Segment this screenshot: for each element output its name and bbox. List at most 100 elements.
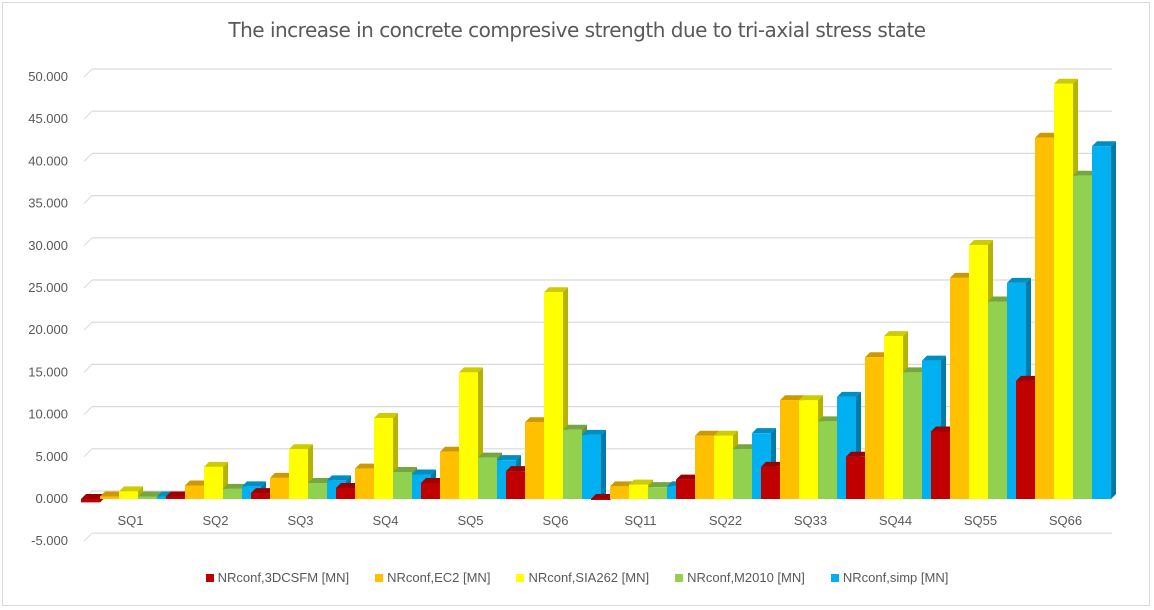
bar-top xyxy=(374,412,398,418)
legend-swatch xyxy=(516,573,525,582)
bar xyxy=(289,449,308,499)
gridline-depth xyxy=(83,321,93,331)
bar xyxy=(931,431,950,499)
bar-top xyxy=(988,296,1012,302)
gridline-depth xyxy=(83,153,93,162)
bar xyxy=(204,466,223,499)
bar xyxy=(119,491,138,499)
bar xyxy=(695,435,714,499)
chart-title: The increase in concrete compresive stre… xyxy=(228,18,926,42)
gridline-depth xyxy=(83,195,93,204)
bar-top xyxy=(393,466,417,472)
bar xyxy=(582,434,601,499)
bar-top xyxy=(308,477,332,483)
y-tick-label: 25.000 xyxy=(28,280,68,295)
bar-top xyxy=(733,444,757,450)
legend: NRconf,3DCSFM [MN] NRconf,EC2 [MN] NRconf,… xyxy=(0,570,1154,585)
x-tick-label: SQ33 xyxy=(794,513,827,528)
bar-top xyxy=(846,451,870,457)
bar xyxy=(1073,175,1092,500)
bar xyxy=(336,488,355,499)
x-tick-label: SQ6 xyxy=(542,513,568,528)
bar-top xyxy=(412,469,436,475)
bar-top xyxy=(903,367,927,373)
bar xyxy=(308,482,327,499)
bar xyxy=(714,435,733,499)
bar xyxy=(780,400,799,499)
x-tick-label: SQ55 xyxy=(964,513,997,528)
x-tick-label: SQ2 xyxy=(202,513,228,528)
bar-top xyxy=(629,479,653,485)
bars xyxy=(81,78,1116,503)
y-tick-label: 35.000 xyxy=(28,196,68,211)
bar xyxy=(166,496,185,499)
bar-top xyxy=(1092,141,1116,147)
bar xyxy=(648,487,667,499)
legend-item: NRconf,3DCSFM [MN] xyxy=(205,570,349,585)
legend-swatch xyxy=(675,573,684,582)
legend-item: NRconf,M2010 [MN] xyxy=(675,570,805,585)
y-tick-label: 40.000 xyxy=(28,153,68,168)
legend-swatch xyxy=(375,573,384,582)
bar xyxy=(506,471,525,499)
legend-swatch xyxy=(205,573,214,582)
x-tick-label: SQ44 xyxy=(879,513,912,528)
bar-top xyxy=(242,481,266,487)
y-tick-label: 10.000 xyxy=(28,407,68,422)
y-tick-label: 5.000 xyxy=(35,449,68,464)
bar-top xyxy=(1054,78,1078,84)
bar xyxy=(865,357,884,499)
legend-item: NRconf,EC2 [MN] xyxy=(375,570,490,585)
bar xyxy=(950,277,969,499)
bar-top xyxy=(100,491,124,497)
bar xyxy=(100,496,119,499)
legend-label: NRconf,simp [MN] xyxy=(842,570,949,585)
bar-top xyxy=(676,474,700,480)
bar-top xyxy=(922,355,946,361)
gridline-depth xyxy=(83,68,93,78)
bar xyxy=(1092,146,1111,499)
bar-top xyxy=(119,486,143,492)
y-axis-labels: -5.000 0.000 5.000 10.000 15.000 20.000 25.000… xyxy=(28,69,68,548)
bar xyxy=(610,486,629,499)
gridline-depth xyxy=(83,406,93,415)
legend-label: NRconf,SIA262 [MN] xyxy=(528,570,650,585)
bar-top xyxy=(421,477,445,483)
y-tick-label: 45.000 xyxy=(28,111,68,126)
legend-item: NRconf,SIA262 [MN] xyxy=(516,570,649,585)
bar-side xyxy=(1111,141,1116,499)
bar-top xyxy=(695,430,719,436)
bar-top xyxy=(166,491,190,497)
x-tick-label: SQ3 xyxy=(287,513,313,528)
bar-top xyxy=(950,272,974,278)
bar xyxy=(355,468,374,499)
bar xyxy=(138,496,157,499)
bar-top xyxy=(355,463,379,469)
bar xyxy=(440,451,459,499)
bar-top xyxy=(544,287,568,293)
bar-top xyxy=(591,494,615,499)
bar-top xyxy=(969,239,993,245)
gridline-depth xyxy=(83,237,93,247)
y-tick-label: 0.000 xyxy=(35,491,68,506)
bar xyxy=(459,372,478,499)
bar-top xyxy=(459,367,483,373)
bar-top xyxy=(865,352,889,358)
bar xyxy=(421,482,440,499)
bar xyxy=(185,485,204,499)
bar xyxy=(270,477,289,499)
gridline-depth xyxy=(83,448,93,458)
bar-top xyxy=(336,483,360,489)
bar xyxy=(544,292,563,499)
y-tick-label: 20.000 xyxy=(28,322,68,337)
bar-top xyxy=(270,472,294,478)
bar-top xyxy=(327,475,351,481)
bar-top xyxy=(780,395,804,401)
bar xyxy=(591,499,610,500)
bar xyxy=(1035,137,1054,499)
bar-top xyxy=(1016,375,1040,381)
bar-top xyxy=(81,494,105,499)
x-tick-label: SQ66 xyxy=(1049,513,1082,528)
gridline-depth xyxy=(83,532,93,542)
